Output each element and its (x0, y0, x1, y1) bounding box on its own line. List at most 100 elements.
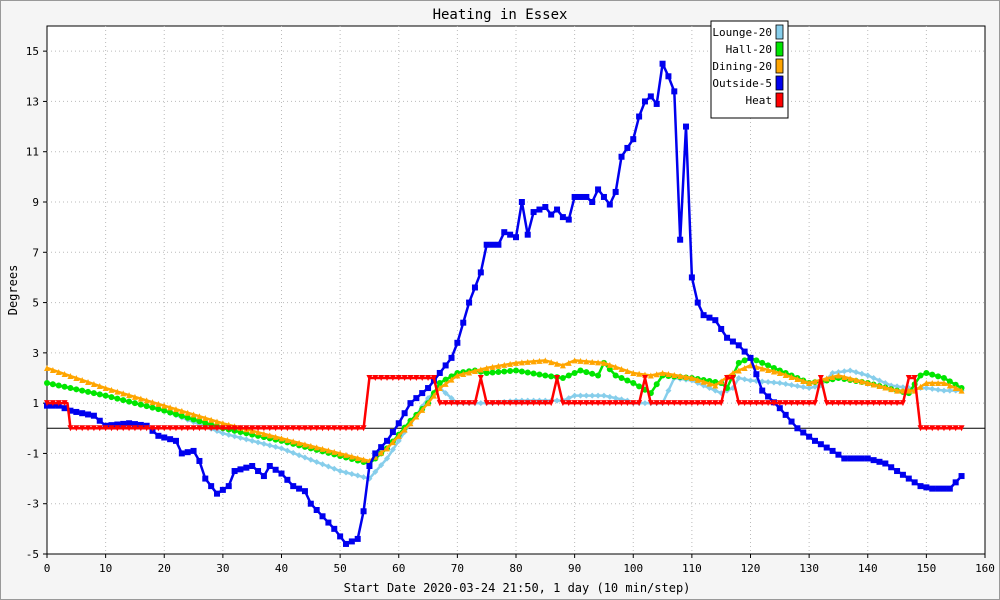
data-point (85, 379, 92, 386)
data-point (108, 422, 115, 429)
data-point (313, 425, 320, 432)
data-point (899, 384, 906, 391)
data-point (770, 368, 777, 375)
data-point (606, 400, 613, 407)
data-point (513, 367, 519, 374)
data-point (489, 363, 496, 370)
data-point (718, 400, 725, 407)
data-point (524, 358, 531, 365)
data-point (255, 439, 262, 446)
data-point (296, 425, 303, 432)
data-point (214, 418, 221, 425)
data-point (589, 400, 596, 407)
data-point (243, 436, 250, 443)
data-point (61, 400, 68, 407)
data-point (835, 400, 842, 407)
data-point (448, 400, 455, 407)
data-point (243, 464, 250, 471)
data-point (348, 453, 355, 460)
data-point (671, 371, 678, 378)
data-point (583, 392, 590, 399)
data-point (184, 425, 191, 432)
data-point (530, 358, 537, 365)
data-point (67, 372, 74, 379)
data-point (161, 425, 168, 432)
data-point (196, 413, 203, 420)
data-point (718, 378, 725, 385)
data-point (489, 400, 496, 407)
data-point (325, 519, 332, 526)
data-point (190, 416, 197, 423)
data-point (296, 452, 303, 459)
data-point (79, 410, 86, 417)
data-point (49, 381, 56, 388)
data-point (847, 455, 854, 462)
data-point (724, 334, 731, 341)
data-point (829, 369, 836, 376)
data-point (647, 372, 654, 379)
data-point (595, 400, 602, 407)
data-point (624, 377, 631, 384)
data-point (196, 418, 203, 425)
data-point (688, 400, 695, 407)
legend-label: Lounge-20 (712, 26, 772, 39)
data-point (952, 479, 959, 486)
data-point (337, 533, 344, 540)
data-point (946, 485, 953, 492)
data-point (114, 425, 121, 432)
data-point (917, 372, 924, 379)
data-point (583, 369, 590, 376)
data-point (161, 407, 168, 414)
y-tick-label: 3 (32, 347, 39, 360)
data-point (782, 400, 789, 407)
data-point (858, 400, 865, 407)
data-point (571, 193, 578, 200)
data-point (894, 383, 901, 390)
data-point (108, 425, 115, 432)
data-point (688, 375, 695, 381)
data-point (272, 466, 279, 473)
data-point (870, 381, 877, 388)
data-point (577, 400, 584, 407)
data-point (747, 362, 754, 369)
data-point (419, 390, 426, 397)
data-point (143, 397, 150, 404)
data-point (137, 395, 144, 402)
data-point (905, 375, 912, 381)
data-point (835, 451, 842, 458)
data-point (114, 395, 121, 402)
data-point (829, 373, 836, 380)
data-point (905, 387, 912, 394)
data-point (137, 401, 144, 408)
data-point (49, 400, 56, 407)
data-point (202, 414, 209, 421)
data-point (284, 476, 291, 483)
data-point (929, 425, 936, 432)
data-point (940, 425, 947, 432)
data-point (630, 400, 637, 407)
data-point (96, 391, 103, 398)
data-point (208, 483, 215, 490)
data-point (290, 449, 297, 456)
data-point (612, 395, 619, 402)
data-point (325, 425, 332, 432)
data-point (952, 385, 959, 392)
data-point (337, 425, 344, 432)
data-point (184, 449, 191, 456)
data-point (442, 400, 449, 407)
data-point (888, 386, 895, 393)
data-point (219, 486, 226, 493)
data-point (636, 370, 643, 377)
data-point (90, 390, 97, 397)
data-point (319, 425, 326, 432)
data-point (548, 400, 555, 407)
data-point (800, 378, 807, 385)
data-point (630, 380, 637, 387)
data-point (841, 373, 848, 380)
data-point (735, 359, 742, 366)
legend-swatch (775, 92, 784, 108)
data-point (507, 367, 514, 374)
data-point (870, 457, 877, 464)
data-point (137, 425, 144, 432)
data-point (436, 369, 443, 376)
